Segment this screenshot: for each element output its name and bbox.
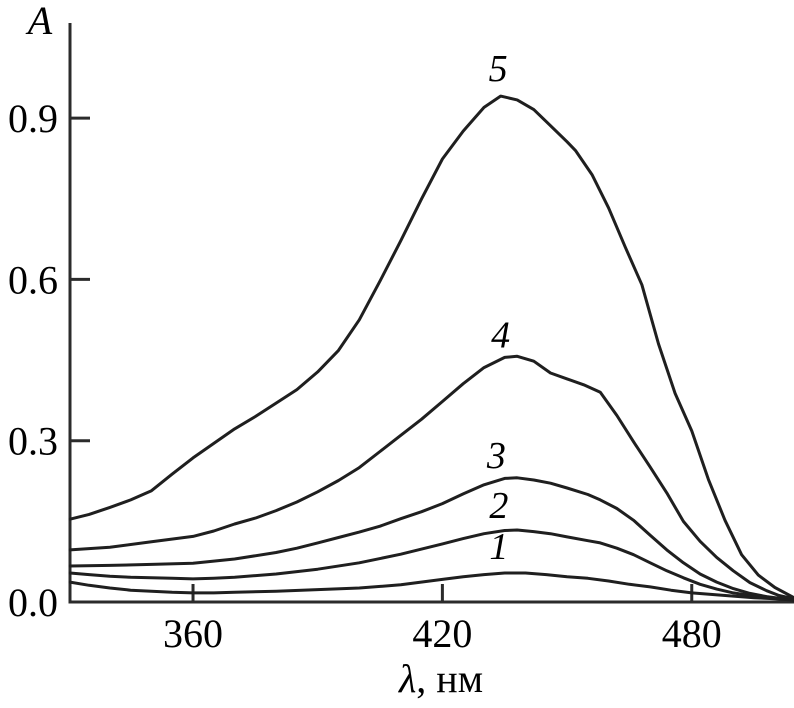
- y-tick-label-0.9: 0.9: [8, 96, 58, 141]
- axes: 360 420 480 0.0 0.3 0.6 0.9: [8, 23, 794, 656]
- curve-4: [68, 354, 794, 601]
- y-tick-label-0.6: 0.6: [8, 257, 58, 302]
- curve-label-1: 1: [489, 526, 508, 568]
- spectra-curves: [68, 94, 794, 602]
- y-tick-label-0.0: 0.0: [8, 580, 58, 625]
- lambda-symbol-label: λ: [398, 656, 416, 701]
- curve-label-4: 4: [491, 314, 510, 356]
- curve-label-2: 2: [489, 485, 508, 527]
- y-tick-label-0.3: 0.3: [8, 419, 58, 464]
- curve-5: [68, 94, 794, 600]
- y-axis-title: A: [25, 0, 53, 43]
- x-tick-label-480: 480: [662, 611, 722, 656]
- curve-label-5: 5: [489, 48, 508, 90]
- x-axis-unit-label: , нм: [416, 656, 483, 701]
- curve-number-labels: 12 3 4 5: [486, 48, 510, 568]
- curve-1: [68, 571, 794, 602]
- x-tick-label-420: 420: [412, 611, 472, 656]
- curve-2: [68, 528, 794, 602]
- x-axis-title: λ, нм: [398, 656, 483, 701]
- curve-3: [68, 476, 794, 602]
- curve-label-3: 3: [486, 435, 506, 477]
- x-tick-label-360: 360: [163, 611, 223, 656]
